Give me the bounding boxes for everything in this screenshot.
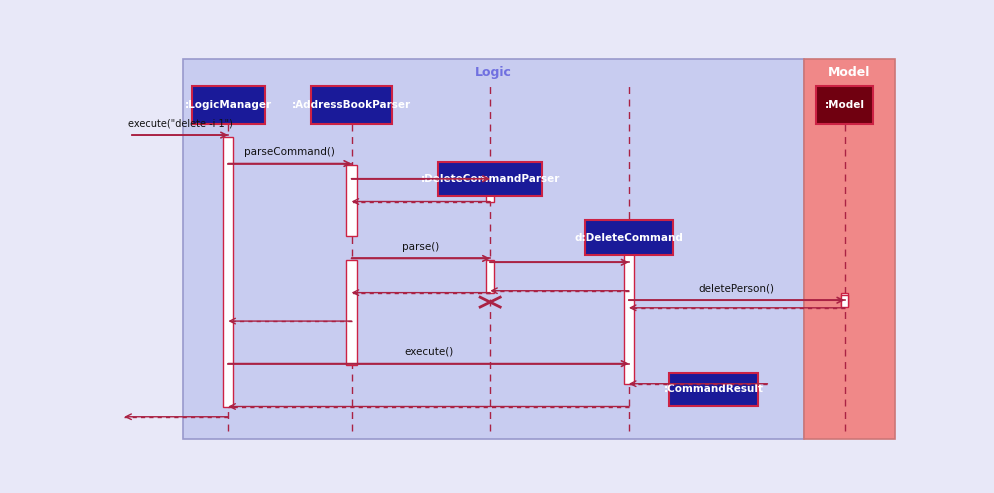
Text: Logic: Logic [475, 66, 512, 79]
Bar [625, 260, 632, 293]
Bar [347, 166, 357, 236]
Bar [816, 86, 874, 124]
Bar [486, 179, 494, 202]
Text: :Model: :Model [825, 100, 865, 110]
Text: :DeleteCommandParser: :DeleteCommandParser [420, 174, 560, 184]
Bar [347, 260, 357, 365]
Bar [486, 260, 494, 293]
Bar [224, 137, 234, 407]
Text: Model: Model [828, 66, 871, 79]
Text: :CommandResult: :CommandResult [664, 385, 763, 394]
Bar [669, 373, 757, 406]
Text: execute(): execute() [404, 347, 453, 357]
Bar [804, 59, 895, 439]
Text: execute("delete -i 1"): execute("delete -i 1") [127, 118, 233, 128]
Text: parse(): parse() [403, 242, 439, 251]
Text: parseCommand(): parseCommand() [245, 147, 335, 157]
Text: d:DeleteCommand: d:DeleteCommand [575, 233, 683, 243]
Text: :LogicManager: :LogicManager [185, 100, 271, 110]
Bar [841, 293, 849, 306]
Bar [192, 86, 264, 124]
Bar [584, 220, 673, 255]
Text: deletePerson(): deletePerson() [699, 283, 774, 293]
Bar [624, 238, 634, 384]
Bar [841, 294, 849, 307]
Bar [183, 59, 804, 439]
Bar [311, 86, 392, 124]
Bar [438, 162, 542, 196]
Text: :AddressBookParser: :AddressBookParser [292, 100, 412, 110]
